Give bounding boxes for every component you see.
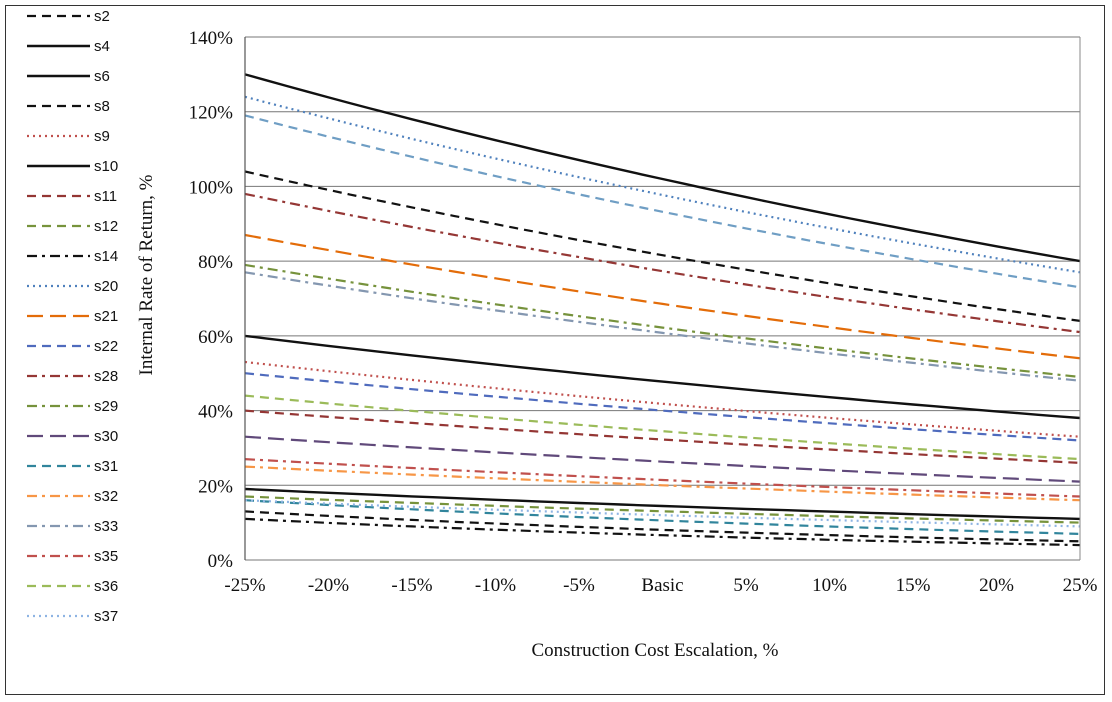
y-tick-label: 120% (189, 103, 234, 124)
legend-label-s11: s11 (94, 188, 117, 205)
x-tick-label: 20% (979, 575, 1014, 596)
series-line-s33 (244, 271, 1081, 382)
legend-label-s32: s32 (94, 488, 118, 505)
legend-label-s35: s35 (94, 548, 118, 565)
y-tick-labels: 0% 20% 40% 60% 80% 100% 120% 140% (189, 28, 234, 572)
series-line-s10 (244, 487, 1081, 521)
legend-label-s29: s29 (94, 398, 118, 415)
series-line-s20 (244, 95, 1081, 274)
x-tick-label: Basic (641, 575, 683, 596)
x-tick-label: -15% (391, 575, 432, 596)
legend-label-s9: s9 (94, 128, 110, 145)
y-tick-label: 100% (189, 177, 234, 198)
legend-label-s14: s14 (94, 248, 118, 265)
series-line-s29 (244, 263, 1081, 379)
y-tick-label: 40% (198, 402, 233, 423)
series-line-s37 (244, 499, 1081, 528)
legend-label-s8: s8 (94, 98, 110, 115)
legend-label-s12: s12 (94, 218, 118, 235)
series-line-s28 (244, 192, 1081, 334)
y-tick-label: 20% (198, 476, 233, 497)
series-line-s12 (244, 495, 1081, 524)
y-axis-label: Internal Rate of Return, % (136, 174, 157, 375)
series-line-s32 (244, 465, 1081, 502)
legend-label-s36: s36 (94, 578, 118, 595)
gridlines (245, 36, 1080, 561)
y-tick-label: 140% (189, 28, 234, 49)
series-line (244, 114, 1081, 289)
legend-label-s10: s10 (94, 158, 118, 175)
legend-label-s20: s20 (94, 278, 118, 295)
x-tick-label: -25% (224, 575, 265, 596)
legend-label-s28: s28 (94, 368, 118, 385)
x-tick-label: 5% (733, 575, 759, 596)
legend-label-s31: s31 (94, 458, 118, 475)
legend-label-s2: s2 (94, 8, 110, 25)
legend-label-s6: s6 (94, 68, 110, 85)
series-line-s21 (244, 233, 1081, 360)
legend-label-s22: s22 (94, 338, 118, 355)
series-line-s8 (244, 170, 1081, 322)
legend-label-s33: s33 (94, 518, 118, 535)
chart-frame (5, 5, 1105, 695)
y-tick-label: 80% (198, 252, 233, 273)
x-tick-label: -10% (475, 575, 516, 596)
series-line-s11 (244, 409, 1081, 464)
legend-label-s37: s37 (94, 608, 118, 625)
series-lines (244, 73, 1081, 547)
series-line-s2 (244, 510, 1081, 543)
legend-label-s4: s4 (94, 38, 110, 55)
x-tick-label: -5% (563, 575, 595, 596)
x-tick-label: 10% (812, 575, 847, 596)
x-tick-label: 25% (1063, 575, 1098, 596)
y-tick-label: 0% (208, 551, 234, 572)
series-line-s36 (244, 394, 1081, 461)
x-tick-labels: -25% -20% -15% -10% -5% Basic 5% 10% 15% 20% 25% (224, 575, 1097, 596)
series-line-s4 (244, 73, 1081, 263)
series-line-s6 (244, 334, 1081, 420)
y-tick-label: 60% (198, 327, 233, 348)
legend-label-s21: s21 (94, 308, 118, 325)
series-line-s9 (244, 360, 1081, 438)
series-line-s14 (244, 517, 1081, 547)
legend-label-s30: s30 (94, 428, 118, 445)
series-line-s35 (244, 458, 1081, 498)
series-line-s22 (244, 372, 1081, 442)
plot-area-border (244, 37, 1081, 560)
x-tick-label: 15% (896, 575, 931, 596)
series-line-s31 (244, 499, 1081, 535)
x-tick-label: -20% (308, 575, 349, 596)
series-line-s30 (244, 435, 1081, 483)
x-axis-label: Construction Cost Escalation, % (532, 640, 779, 661)
legend: s2 s4 s6 s8 s9 s10 s11 s12 s14 s20 s21 s22 s28 s29 s30… (27, 8, 118, 625)
